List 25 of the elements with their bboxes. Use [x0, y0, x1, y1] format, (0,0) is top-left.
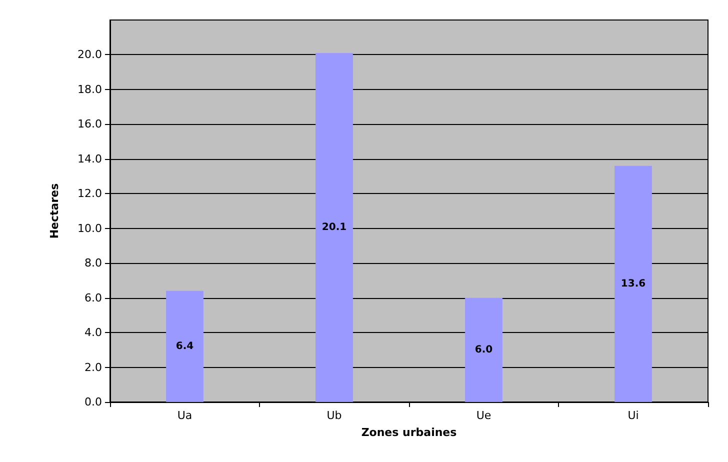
x-tick-label: Ue [476, 409, 492, 422]
y-tick-label: 12.0 [78, 187, 102, 200]
x-tick-label: Ua [177, 409, 192, 422]
y-tick-label: 14.0 [78, 152, 102, 166]
data-label: 13.6 [620, 278, 646, 290]
y-tick-label: 18.0 [78, 82, 102, 96]
y-tick-label: 10.0 [78, 222, 102, 235]
bar [316, 52, 353, 402]
y-axis-title: Hectares [48, 182, 61, 239]
bar [166, 290, 204, 402]
y-tick-label: 8.0 [84, 256, 102, 270]
y-tick-label: 4.0 [84, 326, 102, 340]
x-tick-label: Ub [326, 409, 342, 422]
x-axis-title: Zones urbaines [361, 426, 458, 439]
y-tick-label: 20.0 [78, 48, 102, 62]
data-label: 6.0 [474, 344, 493, 356]
y-tick-label: 16.0 [78, 118, 102, 131]
y-tick-label: 6.0 [84, 291, 102, 304]
bar [465, 298, 502, 402]
data-label: 6.4 [176, 340, 194, 352]
y-tick-label: 0.0 [84, 396, 102, 408]
y-tick-label: 2.0 [84, 360, 102, 374]
x-tick-label: Ui [628, 409, 639, 422]
data-label: 20.1 [322, 222, 347, 233]
bar [614, 166, 652, 402]
